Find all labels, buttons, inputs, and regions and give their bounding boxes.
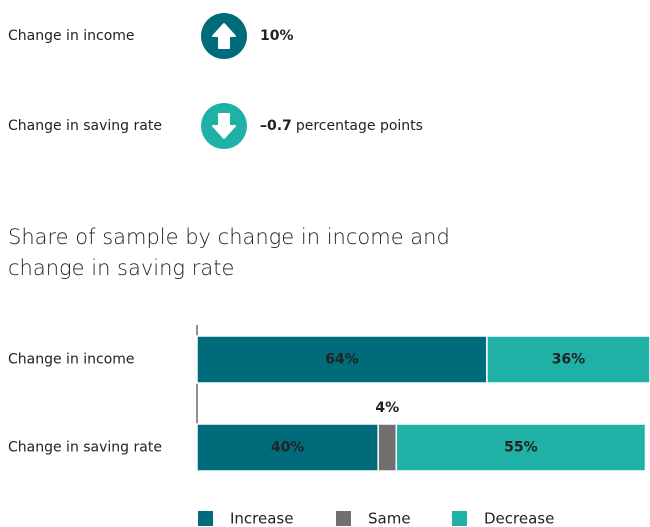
value-label: 55% <box>504 440 538 456</box>
chart-title: Share of sample by change in income and … <box>8 225 450 280</box>
legend-label: Decrease <box>484 510 554 527</box>
summary-value: 10% <box>260 28 294 44</box>
legend-swatch <box>452 511 467 526</box>
value-label: 40% <box>271 440 305 456</box>
category-label: Change in saving rate <box>8 440 162 456</box>
summary-label: Change in income <box>8 28 135 44</box>
arrow-shape <box>212 23 236 49</box>
legend-swatch <box>336 511 351 526</box>
value-label: 36% <box>552 352 586 368</box>
arrow-shape <box>212 113 236 139</box>
arrow <box>212 23 236 49</box>
category-label: Change in income <box>8 352 135 368</box>
summary-value: –0.7 <box>260 118 292 134</box>
summary-label: Change in saving rate <box>8 118 162 134</box>
summary-value-text: –0.7 percentage points <box>260 118 423 134</box>
arrow <box>212 113 236 139</box>
bar-segment <box>196 423 379 472</box>
value-label: 4% <box>375 400 399 416</box>
bar-segment <box>377 423 398 472</box>
legend-swatch <box>198 511 213 526</box>
legend-label: Increase <box>230 510 293 527</box>
value-label: 64% <box>325 352 359 368</box>
summary-unit: percentage points <box>296 118 423 134</box>
bar-segment <box>395 423 647 472</box>
legend-label: Same <box>368 510 411 527</box>
bar-segment <box>486 335 650 384</box>
summary-value-text: 10% <box>260 28 294 44</box>
